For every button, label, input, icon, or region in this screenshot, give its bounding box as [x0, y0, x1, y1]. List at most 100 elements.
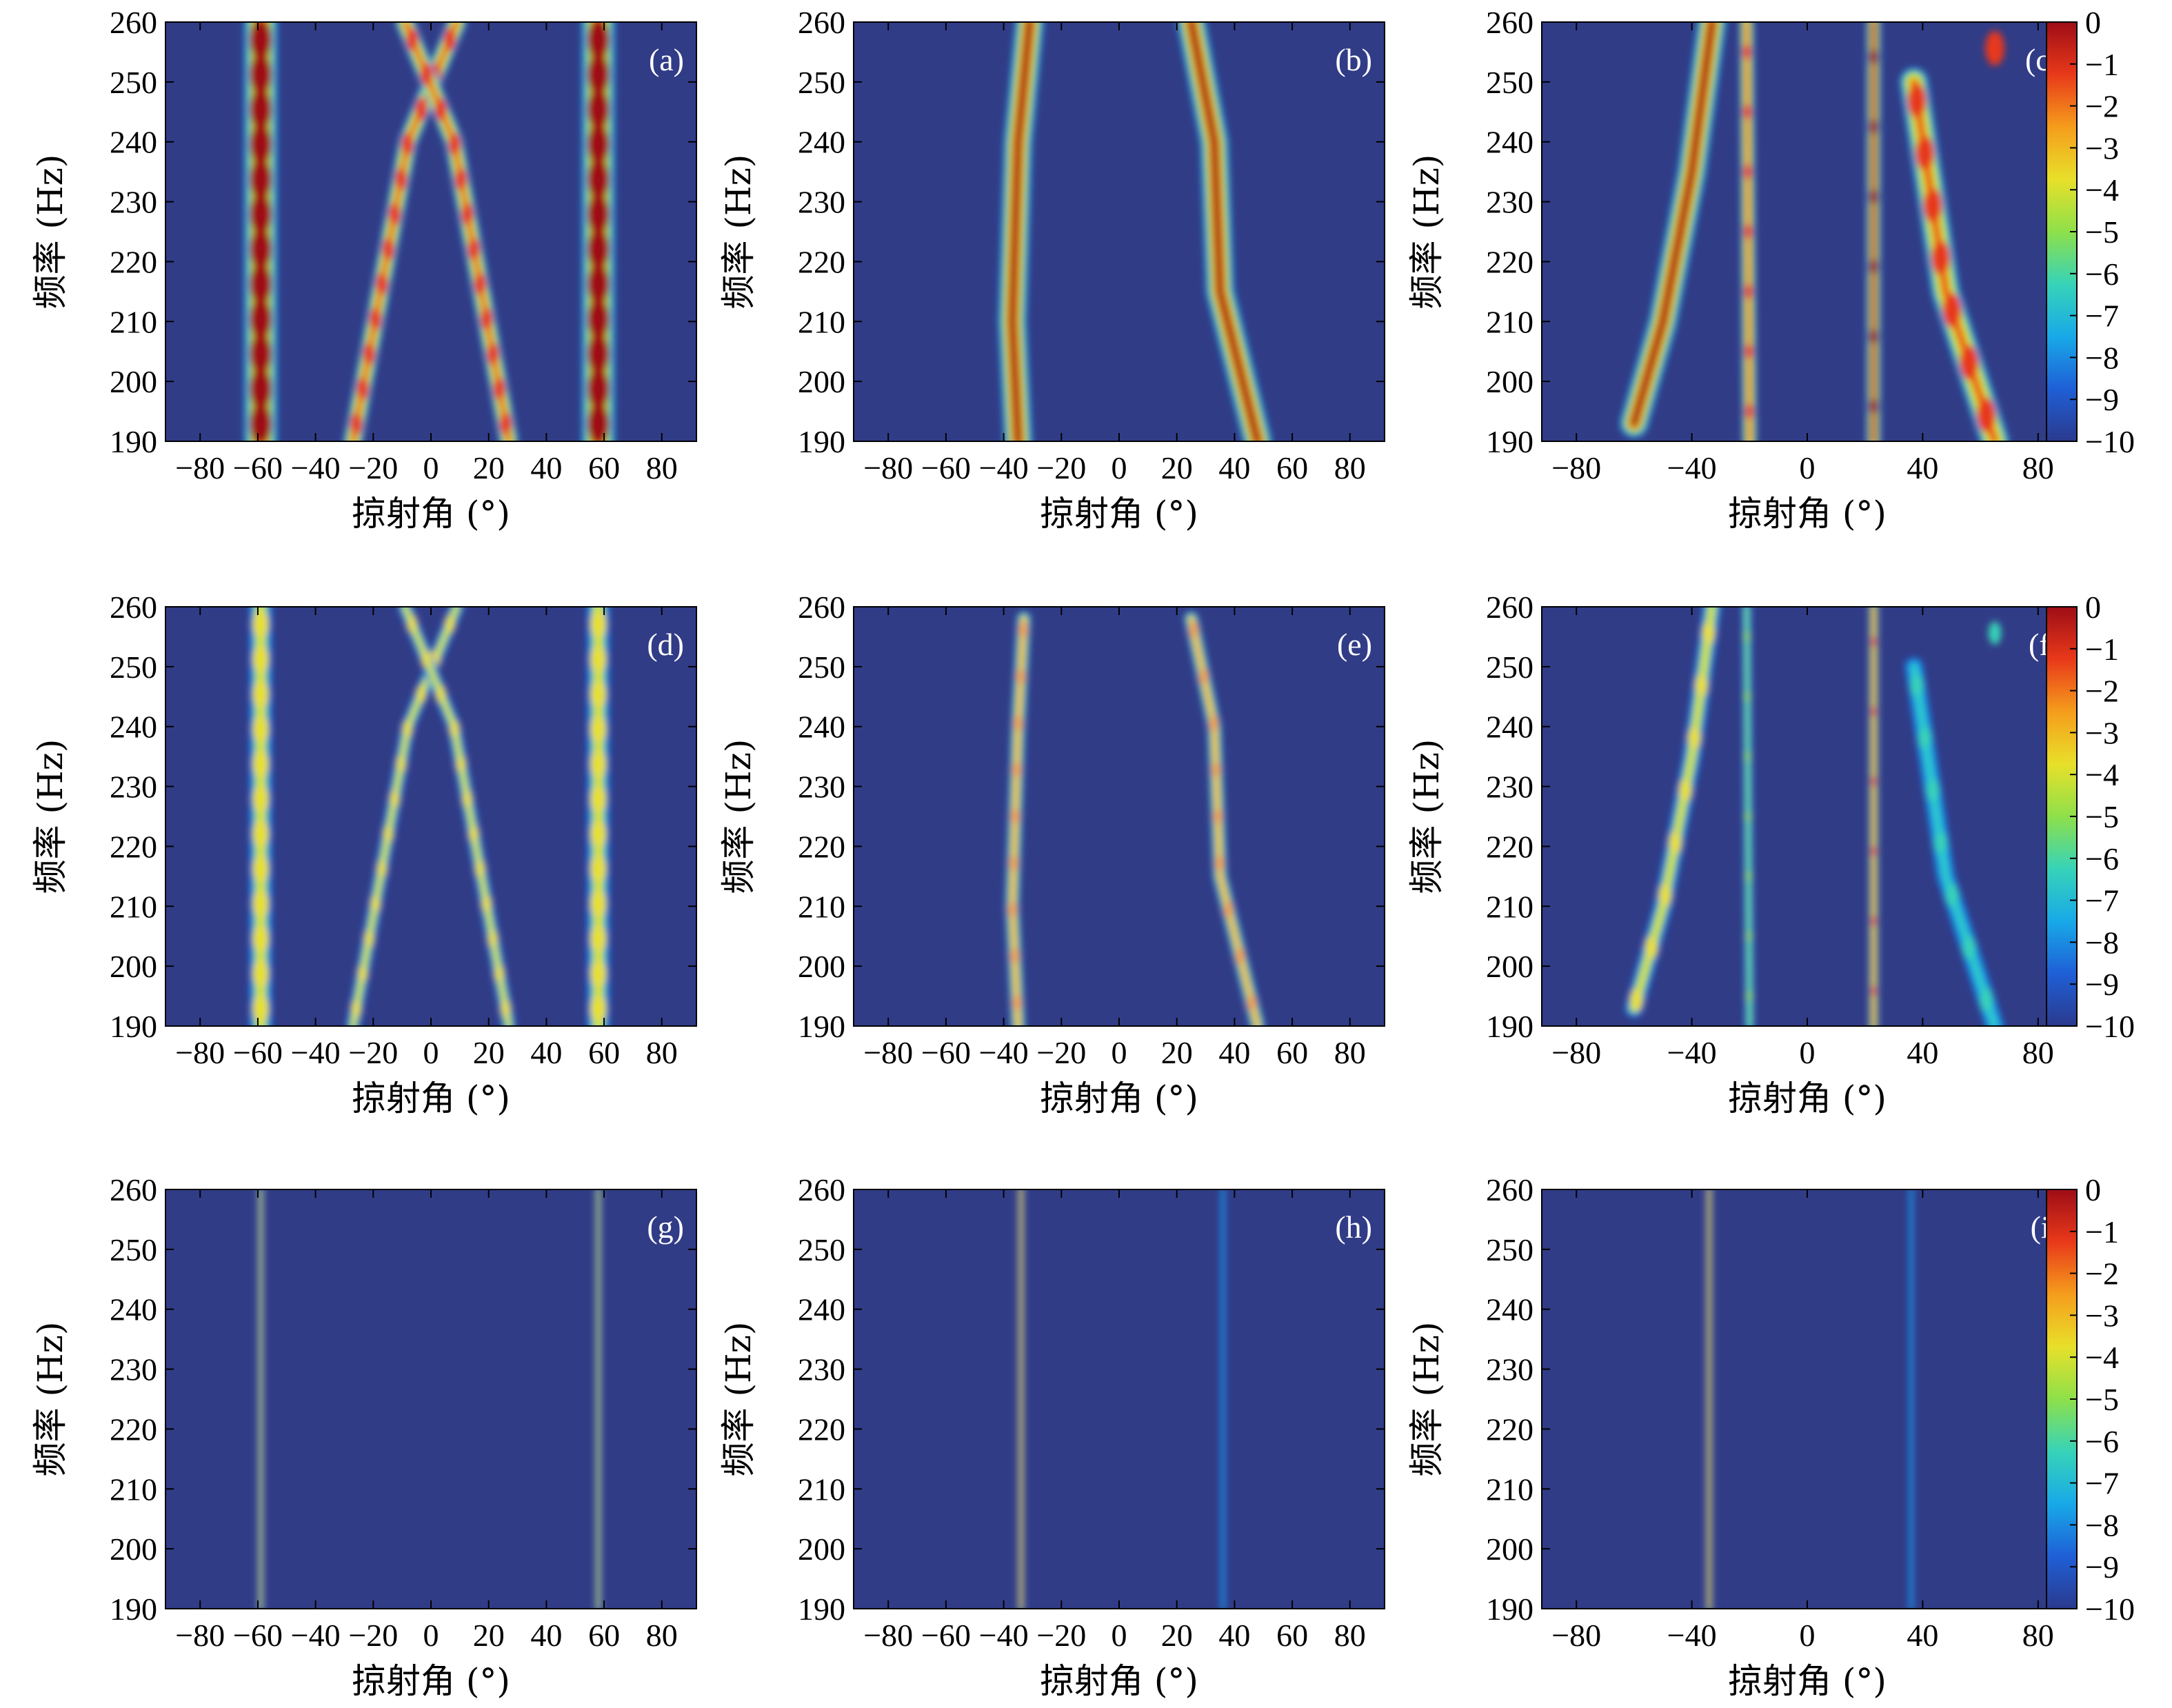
intensity-peak [369, 307, 382, 331]
intensity-peak [587, 194, 610, 234]
x-tick-label: 60 [1276, 450, 1308, 485]
x-tick-label: 0 [1112, 1618, 1127, 1653]
intensity-peak [249, 334, 272, 374]
y-tick-label: 240 [798, 710, 845, 745]
intensity-peak [1669, 831, 1682, 854]
intensity-peak [1746, 990, 1753, 1002]
x-tick-label: −20 [1036, 1618, 1086, 1653]
y-tick-label: 190 [110, 424, 157, 459]
intensity-peak [587, 159, 610, 200]
intensity-peak [492, 377, 506, 401]
x-tick-label: 0 [1800, 1618, 1816, 1653]
x-tick-label: 80 [1334, 1618, 1366, 1653]
y-axis-label: 频率 (Hz) [1407, 1322, 1447, 1477]
x-tick-label: 40 [1907, 1618, 1938, 1653]
intensity-peak [381, 237, 395, 261]
intensity-peak [587, 368, 610, 410]
intensity-peak [416, 685, 426, 703]
intensity-peak [1918, 726, 1931, 750]
intensity-peak [1931, 240, 1951, 276]
x-tick-label: 40 [530, 1035, 562, 1070]
x-tick-label: 0 [1800, 1035, 1816, 1070]
intensity-ridge [1187, 22, 1261, 441]
y-tick-label: 240 [798, 1292, 845, 1327]
intensity-peak [1743, 283, 1753, 301]
x-tick-label: 40 [1218, 450, 1250, 485]
x-tick-label: −40 [1667, 1618, 1717, 1653]
y-tick-label: 230 [1486, 770, 1534, 805]
y-tick-label: 250 [798, 1232, 845, 1267]
intensity-peak [252, 784, 269, 814]
intensity-peak [401, 132, 414, 157]
intensity-peak [1745, 930, 1753, 943]
x-tick-label: −60 [233, 1618, 283, 1653]
intensity-peak [252, 959, 269, 988]
colorbar-tick-label: −10 [2085, 1591, 2135, 1627]
y-tick-label: 230 [798, 770, 845, 805]
colorbar-tick-label: −10 [2085, 1009, 2135, 1044]
x-tick-label: 80 [646, 1035, 678, 1070]
intensity-peak [1870, 775, 1877, 787]
intensity-peak [252, 679, 269, 709]
plot-background [165, 1189, 696, 1609]
intensity-peak [587, 299, 610, 339]
intensity-peak [350, 412, 363, 436]
colorbar-tick-label: 0 [2085, 1172, 2101, 1207]
x-tick-label: −80 [863, 1035, 913, 1070]
y-axis-label: 频率 (Hz) [30, 739, 70, 894]
x-tick-label: −40 [979, 1035, 1029, 1070]
intensity-peak [1743, 631, 1751, 643]
x-tick-label: −40 [979, 450, 1029, 485]
x-tick-label: 20 [473, 1035, 505, 1070]
intensity-peak [1742, 163, 1753, 181]
x-tick-label: 20 [1161, 1618, 1193, 1653]
y-tick-label: 190 [1486, 1009, 1534, 1044]
intensity-peak [590, 854, 607, 883]
intensity-peak [1018, 621, 1028, 639]
intensity-peak [1870, 845, 1877, 858]
heatmap-panel: −80 −40 0 40 80 190 200 210 220 230 240 250 260 掠射角 (… [1407, 1172, 2073, 1701]
intensity-peak [480, 307, 493, 331]
panel-label: (a) [649, 42, 684, 77]
y-tick-label: 260 [110, 5, 157, 40]
intensity-peak [1223, 901, 1234, 918]
intensity-peak [252, 819, 269, 849]
x-tick-label: 40 [1218, 1618, 1250, 1653]
intensity-peak [358, 965, 368, 983]
y-tick-label: 260 [798, 1172, 845, 1207]
x-tick-label: 60 [588, 1618, 620, 1653]
y-tick-label: 230 [1486, 1352, 1534, 1387]
x-tick-label: 80 [2022, 1618, 2054, 1653]
intensity-peak [590, 714, 607, 744]
intensity-peak [1945, 883, 1958, 907]
intensity-peak [445, 615, 455, 633]
intensity-peak [414, 97, 428, 121]
intensity-peak [1688, 726, 1701, 750]
intensity-peak [420, 63, 433, 86]
y-tick-label: 190 [798, 1591, 845, 1627]
intensity-peak [370, 895, 381, 913]
intensity-peak [249, 229, 272, 270]
colorbar-tick-label: −2 [2085, 674, 2119, 709]
x-axis-label: 掠射角 (°) [1040, 1078, 1198, 1118]
colorbar: 0 −1 −2 −3 −4 −5 −6 −7 −8 −9 −10 [2046, 590, 2135, 1044]
intensity-peak [249, 22, 272, 60]
panel-label: (d) [647, 627, 684, 662]
colorbar-tick-label: −3 [2085, 715, 2119, 750]
x-tick-label: −20 [348, 1035, 398, 1070]
intensity-peak [1695, 674, 1708, 697]
heatmap-panel: −80 −60 −40 −20 0 20 40 60 80 190 200 210 220 230 240 2… [30, 1172, 697, 1701]
intensity-peak [362, 342, 376, 366]
x-tick-label: −20 [1036, 1035, 1086, 1070]
y-tick-label: 220 [798, 829, 845, 864]
y-tick-label: 250 [110, 1232, 157, 1267]
intensity-peak [252, 714, 269, 744]
intensity-peak [1012, 994, 1022, 1012]
colorbar-tick-label: −7 [2085, 1466, 2119, 1501]
intensity-peak [249, 299, 272, 339]
intensity-peak [390, 790, 400, 808]
y-axis-label: 频率 (Hz) [30, 1322, 70, 1477]
y-tick-label: 240 [110, 125, 157, 160]
intensity-peak [1869, 118, 1879, 136]
intensity-peak [462, 790, 472, 808]
